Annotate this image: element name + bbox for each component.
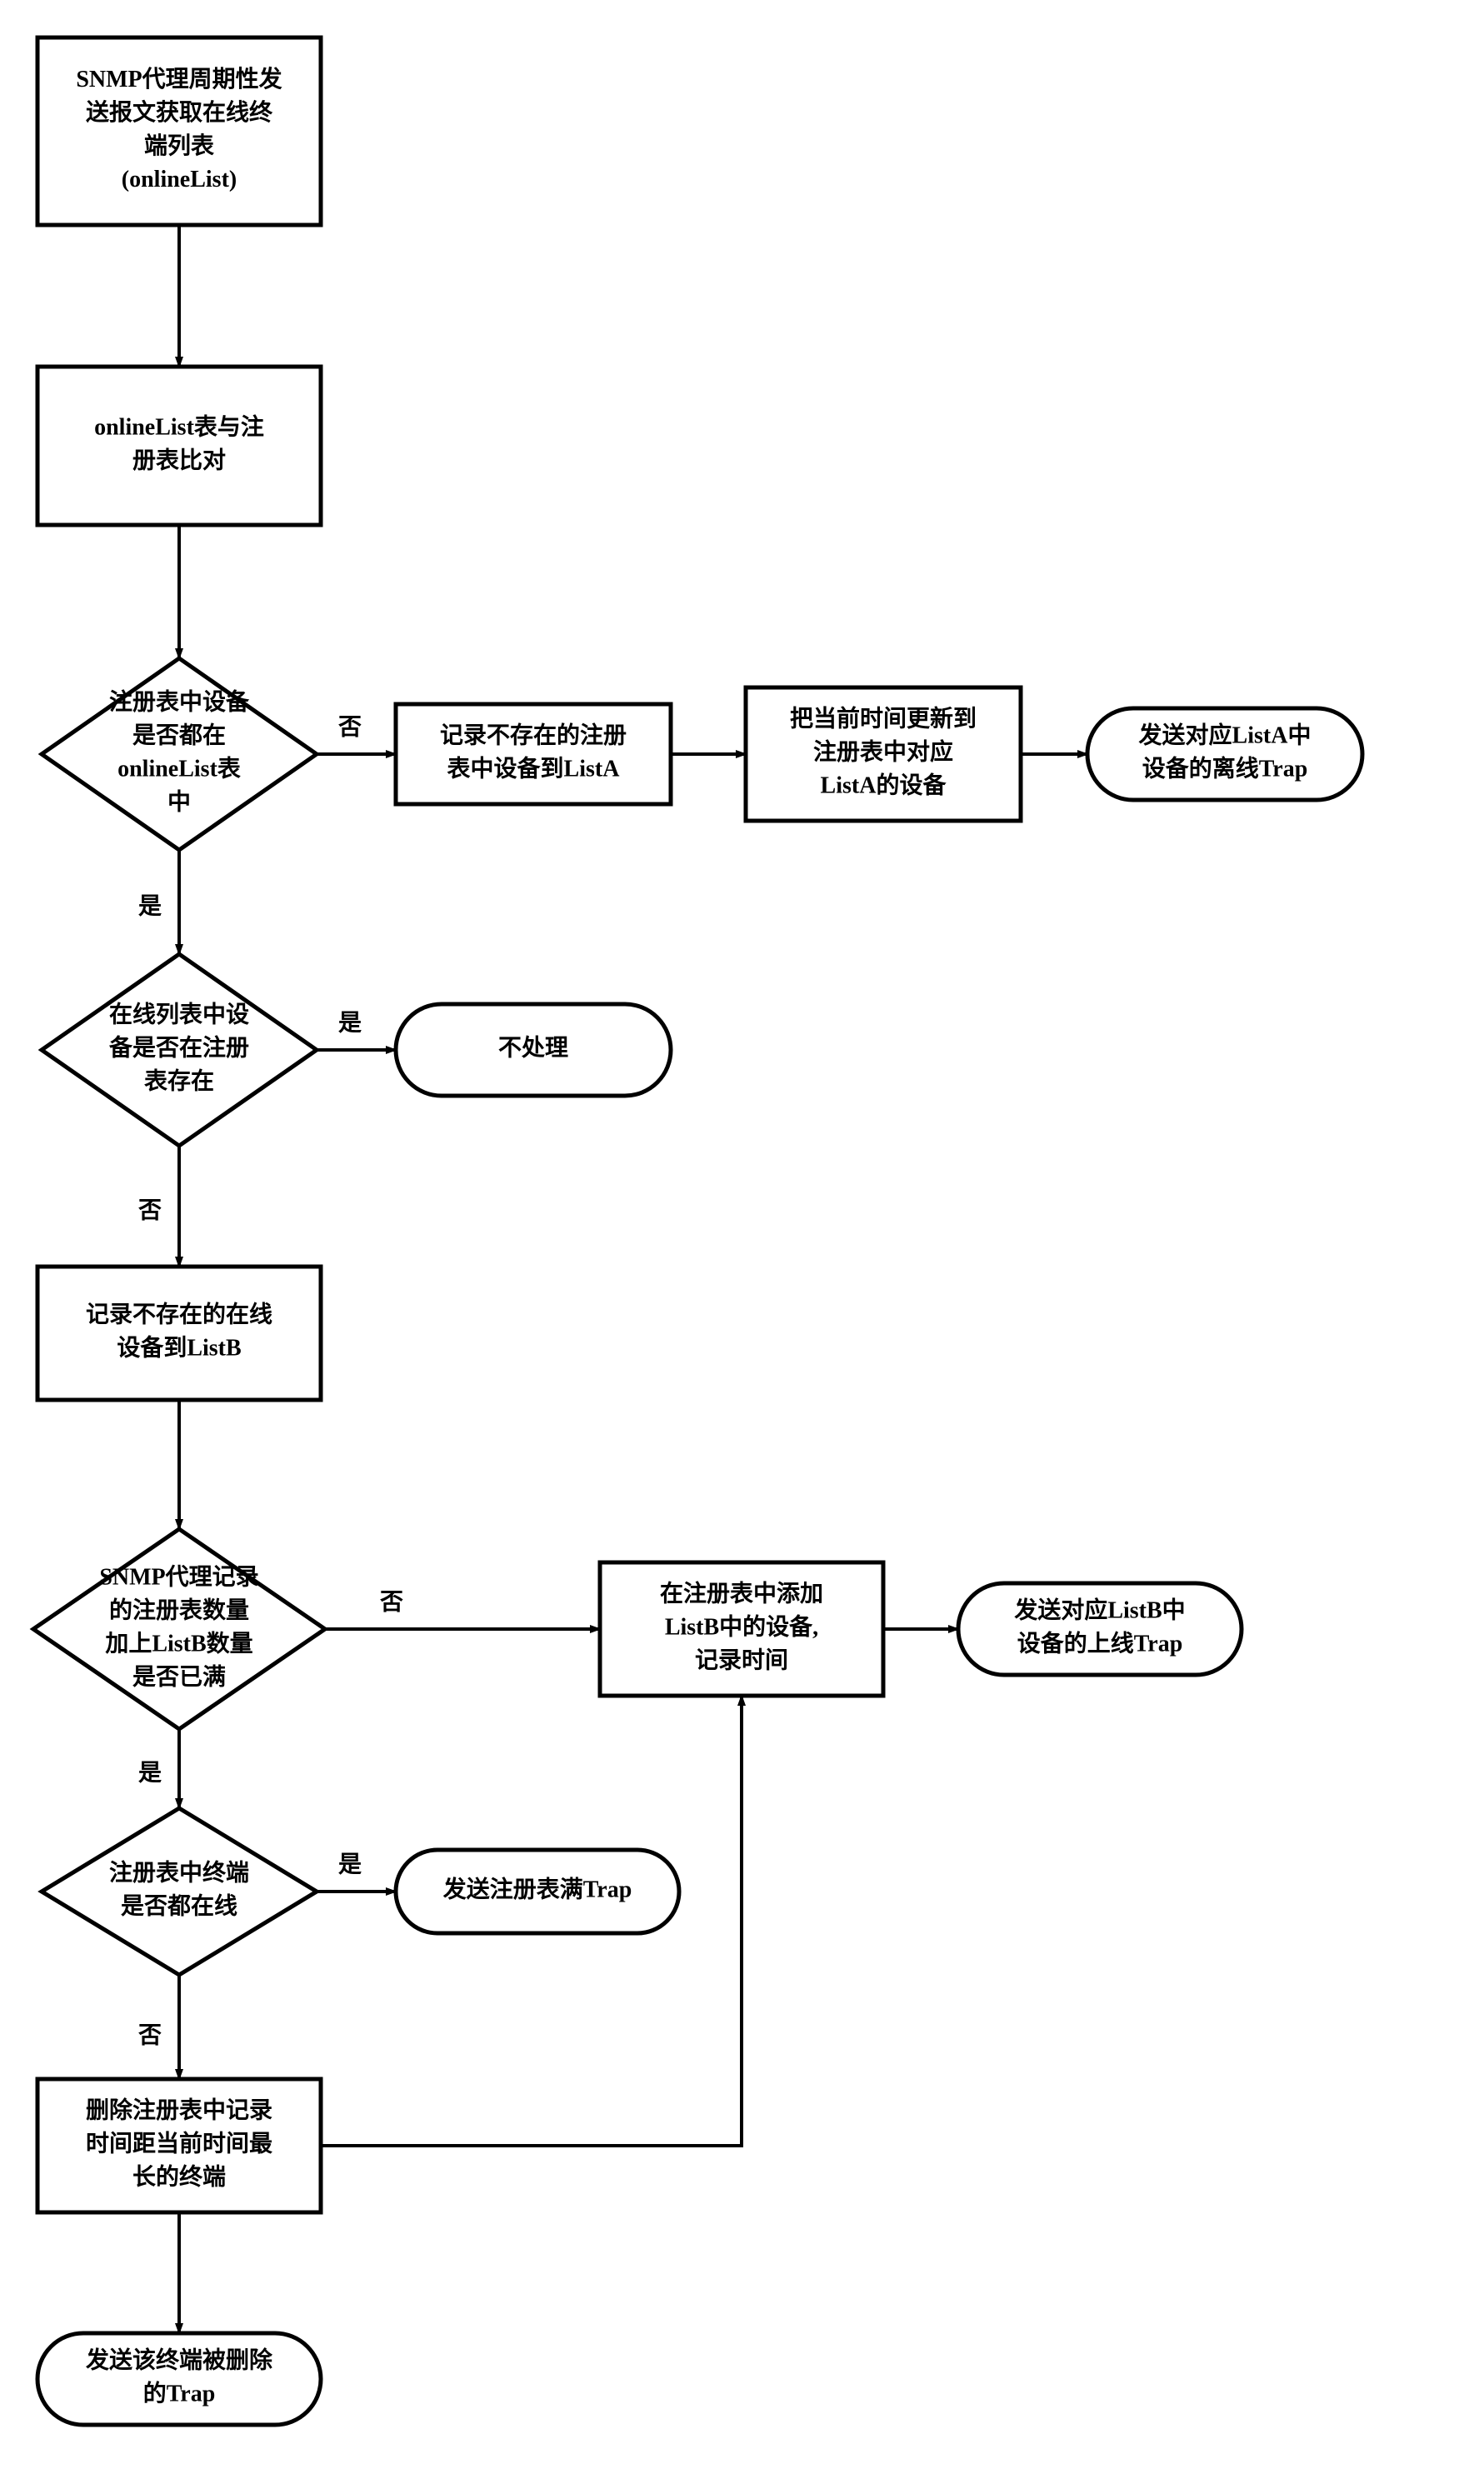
node-n6-line-1: 设备的离线Trap (1142, 754, 1308, 782)
edge-label-n7-n9: 否 (138, 1197, 162, 1223)
node-n6-line-0: 发送对应ListA中 (1138, 721, 1312, 748)
edge-label-n13-n15: 否 (138, 2022, 162, 2048)
node-n7: 在线列表中设备是否在注册表存在 (42, 954, 317, 1146)
node-n9-line-0: 记录不存在的在线 (86, 1300, 272, 1327)
node-n15-line-1: 时间距当前时间最 (86, 2129, 272, 2157)
node-n5-line-0: 把当前时间更新到 (790, 704, 977, 732)
nodes-group: SNMP代理周期性发送报文获取在线终端列表 (onlineList) onlineL… (33, 37, 1362, 2425)
edge-label-n7-n8: 是 (338, 1010, 362, 1036)
edge-label-n10-n11: 否 (380, 1589, 403, 1615)
edge-label-n3-n4: 否 (338, 714, 362, 740)
node-n10: SNMP代理记录的注册表数量加上ListB数量是否已满 (33, 1529, 325, 1729)
node-n3-line-2: onlineList表 (117, 755, 241, 782)
node-n5-line-1: 注册表中对应 (813, 737, 953, 765)
node-n1: SNMP代理周期性发送报文获取在线终端列表 (onlineList) (37, 37, 321, 225)
node-n8-line-0: 不处理 (498, 1034, 568, 1061)
node-n4-line-0: 记录不存在的注册 (440, 721, 627, 748)
node-n3-line-1: 是否都在 (132, 722, 226, 748)
edge-label-n13-n14: 是 (338, 1852, 362, 1877)
node-n13: 注册表中终端是否都在线 (42, 1808, 317, 1975)
edge-label-n10-n13: 是 (138, 1760, 162, 1786)
node-n5-line-2: ListA的设备 (821, 771, 947, 798)
node-n9: 记录不存在的在线设备到ListB (37, 1267, 321, 1400)
node-n16-line-1: 的Trap (143, 2379, 216, 2407)
node-n4: 记录不存在的注册表中设备到ListA (396, 704, 671, 804)
node-n13-line-0: 注册表中终端 (109, 1858, 249, 1886)
node-n12-line-1: 设备的上线Trap (1017, 1629, 1183, 1657)
node-n15-line-2: 长的终端 (132, 2162, 226, 2190)
node-n3: 注册表中设备是否都在 onlineList表中 (42, 658, 317, 850)
node-n2-line-0: onlineList表与注 (94, 412, 264, 440)
node-n1-line-3: (onlineList) (122, 167, 237, 192)
node-n1-line-0: SNMP代理周期性发 (76, 65, 282, 92)
node-n7-line-0: 在线列表中设 (109, 1001, 249, 1027)
node-n10-line-2: 加上ListB数量 (105, 1630, 252, 1657)
node-n16-line-0: 发送该终端被删除 (85, 2346, 273, 2373)
node-n5: 把当前时间更新到注册表中对应 ListA的设备 (746, 687, 1021, 821)
node-n9-line-1: 设备到ListB (117, 1334, 241, 1361)
node-n14-line-0: 发送注册表满Trap (442, 1875, 632, 1902)
node-n6: 发送对应ListA中设备的离线Trap (1087, 708, 1362, 800)
node-n1-line-2: 端列表 (144, 132, 214, 159)
node-n13-line-1: 是否都在线 (121, 1892, 237, 1919)
node-n8: 不处理 (396, 1004, 671, 1096)
node-n10-line-1: 的注册表数量 (109, 1596, 249, 1623)
node-n7-line-1: 备是否在注册 (108, 1033, 249, 1061)
node-n11: 在注册表中添加 ListB中的设备, 记录时间 (600, 1562, 883, 1696)
node-n4-line-1: 表中设备到ListA (447, 755, 621, 782)
node-n11-line-1: ListB中的设备, (665, 1612, 818, 1640)
edge-label-n3-n7: 是 (138, 893, 162, 919)
node-n14: 发送注册表满Trap (396, 1850, 679, 1933)
node-n3-line-0: 注册表中设备 (109, 687, 250, 715)
node-n12: 发送对应ListB中设备的上线Trap (958, 1583, 1242, 1675)
node-n10-line-3: 是否已满 (132, 1663, 226, 1690)
node-n11-line-0: 在注册表中添加 (660, 1579, 823, 1607)
node-n16: 发送该终端被删除的Trap (37, 2333, 321, 2425)
node-n1-line-1: 送报文获取在线终 (86, 98, 273, 126)
flowchart-canvas: 否是是否否是是否SNMP代理周期性发送报文获取在线终端列表(onlineList… (0, 0, 1484, 2479)
node-n11-line-2: 记录时间 (695, 1647, 788, 1673)
node-n2-line-1: 册表比对 (132, 447, 226, 473)
node-n15-line-0: 删除注册表中记录 (86, 2096, 272, 2123)
node-n12-line-0: 发送对应ListB中 (1013, 1596, 1185, 1623)
node-n10-line-0: SNMP代理记录 (99, 1563, 258, 1590)
node-n3-line-3: 中 (167, 788, 191, 815)
node-n15: 删除注册表中记录时间距当前时间最长的终端 (37, 2079, 321, 2212)
node-n7-line-2: 表存在 (144, 1067, 214, 1094)
node-n2: onlineList表与注册表比对 (37, 367, 321, 525)
